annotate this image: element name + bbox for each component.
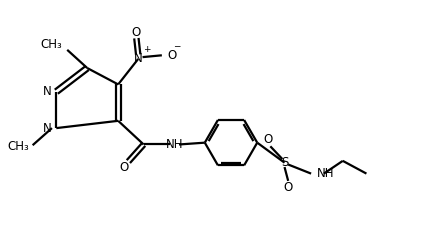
- Text: S: S: [281, 156, 288, 169]
- Text: O: O: [263, 133, 273, 146]
- Text: CH₃: CH₃: [7, 140, 29, 153]
- Text: O: O: [132, 26, 141, 39]
- Text: N: N: [134, 52, 143, 65]
- Text: +: +: [143, 45, 150, 54]
- Text: N: N: [43, 122, 52, 135]
- Text: N: N: [43, 85, 52, 98]
- Text: CH₃: CH₃: [40, 38, 62, 51]
- Text: O: O: [168, 49, 177, 62]
- Text: O: O: [119, 161, 128, 174]
- Text: NH: NH: [166, 138, 183, 151]
- Text: O: O: [284, 181, 293, 194]
- Text: −: −: [173, 42, 181, 50]
- Text: NH: NH: [317, 167, 335, 180]
